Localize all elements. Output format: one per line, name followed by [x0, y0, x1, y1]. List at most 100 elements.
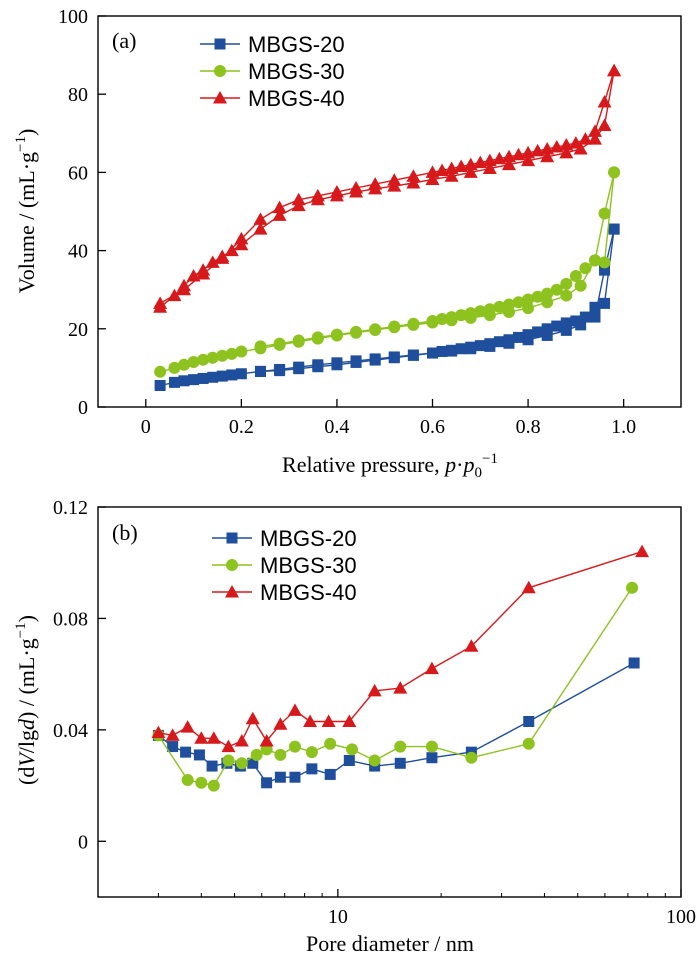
- data-point: [151, 725, 166, 739]
- data-point: [465, 341, 477, 353]
- legend-marker: [213, 91, 227, 104]
- data-point: [549, 139, 564, 153]
- data-point: [259, 734, 274, 747]
- data-point: [607, 63, 622, 77]
- data-point: [425, 740, 438, 753]
- data-point: [222, 754, 235, 767]
- data-point: [368, 177, 383, 190]
- data-point: [254, 340, 267, 353]
- data-point: [195, 776, 208, 789]
- data-point: [329, 184, 344, 198]
- data-point: [154, 379, 166, 391]
- data-point: [253, 222, 268, 235]
- data-point: [587, 132, 602, 145]
- data-point: [273, 717, 288, 730]
- series-line-curve: [158, 550, 643, 748]
- data-point: [206, 351, 219, 364]
- data-point: [261, 777, 273, 789]
- data-point: [181, 774, 194, 786]
- data-point: [342, 714, 357, 727]
- legend-label: MBGS-40: [260, 580, 357, 605]
- data-point: [454, 159, 469, 173]
- data-point: [407, 317, 420, 330]
- data-point: [464, 639, 479, 652]
- data-point: [541, 329, 553, 341]
- data-point: [532, 326, 544, 338]
- data-point: [193, 749, 205, 761]
- series-mbgs-40: [153, 63, 622, 313]
- data-point: [597, 118, 612, 131]
- data-point: [425, 165, 440, 178]
- data-point: [560, 317, 572, 329]
- data-point: [559, 145, 574, 159]
- data-point: [608, 223, 620, 235]
- data-point: [387, 173, 402, 186]
- series-mbgs-20: [152, 657, 640, 789]
- data-point: [463, 157, 478, 171]
- data-point: [306, 763, 318, 775]
- data-point: [221, 739, 236, 753]
- data-point: [272, 208, 287, 221]
- data-point: [207, 371, 219, 383]
- data-point: [455, 343, 467, 355]
- y-axis-label-b: (dV/lgd) / (mL·g−1): [13, 615, 39, 785]
- legend-marker: [214, 38, 226, 50]
- data-point: [455, 309, 468, 322]
- series-mbgs-30: [152, 581, 639, 792]
- data-point: [287, 703, 302, 716]
- data-point: [406, 169, 421, 182]
- data-point: [350, 356, 362, 368]
- data-point: [215, 251, 230, 264]
- y-tick-label: 0.04: [53, 720, 88, 742]
- data-point: [406, 175, 421, 189]
- data-point: [598, 256, 611, 269]
- data-point: [588, 254, 601, 267]
- data-point: [311, 331, 324, 344]
- data-point: [568, 136, 583, 149]
- data-point: [570, 315, 582, 327]
- data-point: [541, 323, 553, 335]
- series-mbgs-20: [154, 223, 620, 391]
- data-point: [321, 714, 336, 727]
- data-point: [272, 200, 287, 214]
- series-line-adsorption: [159, 70, 615, 308]
- y-axis-label-a: Volume / (mL·g−1): [13, 129, 39, 294]
- data-point: [464, 307, 477, 320]
- data-point: [154, 365, 167, 378]
- data-point: [312, 361, 324, 373]
- series-mbgs-30: [154, 166, 621, 378]
- data-point: [178, 375, 190, 387]
- data-point: [343, 755, 355, 766]
- y-tick-label: 100: [58, 6, 88, 28]
- data-point: [540, 149, 555, 163]
- data-point: [501, 149, 516, 163]
- data-point: [292, 334, 305, 347]
- y-tick-label: 40: [68, 241, 88, 263]
- data-point: [168, 376, 180, 388]
- data-point: [436, 345, 448, 357]
- data-point: [245, 711, 260, 725]
- data-point: [388, 352, 400, 364]
- legend-label: MBGS-30: [248, 59, 345, 84]
- data-point: [599, 297, 611, 309]
- data-point: [635, 544, 650, 558]
- data-point: [369, 354, 381, 366]
- data-point: [435, 163, 450, 176]
- x-tick-label: 0.2: [229, 416, 254, 438]
- data-point: [247, 757, 259, 769]
- data-point: [274, 748, 287, 761]
- legend-label: MBGS-20: [248, 32, 345, 57]
- y-tick-label: 80: [68, 84, 88, 106]
- data-point: [188, 374, 200, 386]
- x-tick-label: 100: [666, 906, 696, 928]
- data-point: [579, 262, 592, 275]
- panel-label-a: (a): [112, 28, 136, 53]
- data-point: [444, 161, 459, 174]
- legend-marker: [214, 65, 226, 77]
- data-point: [216, 370, 228, 382]
- data-point: [194, 731, 209, 744]
- data-point: [501, 157, 516, 171]
- data-point: [388, 320, 401, 333]
- data-point: [303, 714, 318, 727]
